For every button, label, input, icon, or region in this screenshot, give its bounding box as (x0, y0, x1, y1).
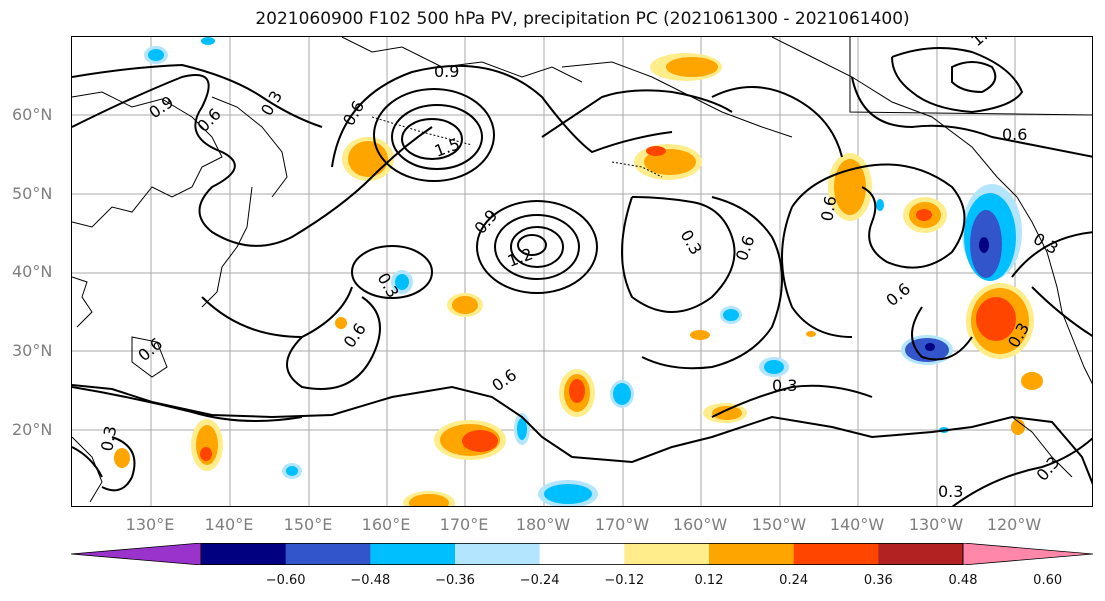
contour-label: 0.6 (817, 194, 840, 222)
colorbar-tick-label: 0.24 (779, 573, 809, 588)
colorbar-tick-label: −0.48 (350, 573, 391, 588)
contour-label: 1.5 (432, 134, 462, 161)
colorbar-tick-label: 0.60 (1033, 573, 1063, 588)
map-title: 2021060900 F102 500 hPa PV, precipitatio… (255, 9, 910, 29)
contour-label: 0.3 (772, 376, 797, 395)
contour-label: 0.3 (97, 424, 120, 452)
colorbar-segment (201, 543, 287, 565)
contour-label: 0.6 (1002, 125, 1027, 144)
colorbar (71, 543, 1093, 565)
contour-label: 1.2 (967, 37, 999, 50)
gridlines (72, 37, 1092, 506)
colorbar-tick-label: 0.12 (694, 573, 724, 588)
colorbar-segment (539, 543, 625, 565)
colorbar-tick-label: 0.48 (948, 573, 978, 588)
colorbar-outline (200, 543, 964, 565)
lat-label-20n: 20°N (12, 420, 53, 439)
contour-label: 0.3 (257, 87, 286, 119)
colorbar-segment (624, 543, 710, 565)
lon-label-170e: 170°E (439, 515, 489, 534)
colorbar-tick-label: −0.60 (265, 573, 306, 588)
lat-label-50n: 50°N (12, 184, 53, 203)
colorbar-extend-max (962, 543, 1093, 565)
colorbar-tick-label: −0.12 (604, 573, 645, 588)
colorbar-tick-label: −0.24 (519, 573, 560, 588)
colorbar-tick-label: 0.36 (863, 573, 893, 588)
contour-label: 0.3 (938, 482, 963, 501)
lat-label-40n: 40°N (12, 262, 53, 281)
contour-label: 0.3 (1033, 453, 1064, 485)
colorbar-segment (370, 543, 456, 565)
lon-label-140w: 140°W (829, 515, 885, 534)
lon-label-130e: 130°E (125, 515, 175, 534)
lon-label-160e: 160°E (361, 515, 411, 534)
colorbar-segment (878, 543, 964, 565)
contour-label: 0.6 (882, 279, 914, 310)
lon-label-140e: 140°E (204, 515, 254, 534)
lon-label-150e: 150°E (283, 515, 333, 534)
lon-label-120w: 120°W (986, 515, 1042, 534)
colorbar-segment (285, 543, 371, 565)
pv-contours (72, 47, 1092, 506)
colorbar-tick-label: −0.36 (435, 573, 475, 588)
contour-labels: 0.3 0.6 0.9 1.5 0.9 1.2 0.3 0.6 0.6 0.9 … (97, 37, 1063, 501)
map-panel: 0.3 0.6 0.9 1.5 0.9 1.2 0.3 0.6 0.6 0.9 … (71, 36, 1093, 507)
contour-label: 0.6 (488, 365, 520, 395)
precip-shading (114, 37, 1043, 506)
lat-label-30n: 30°N (12, 341, 53, 360)
colorbar-extend-min (71, 543, 202, 565)
lon-label-180w: 180°W (515, 515, 571, 534)
contour-label: 0.6 (732, 233, 759, 263)
colorbar-segment (455, 543, 541, 565)
lon-label-130w: 130°W (908, 515, 964, 534)
lon-label-170w: 170°W (594, 515, 650, 534)
contour-label: 0.9 (434, 62, 459, 81)
lon-label-150w: 150°W (751, 515, 807, 534)
lat-label-60n: 60°N (12, 105, 53, 124)
contour-label: 0.9 (471, 206, 502, 238)
contour-label: 0.9 (145, 92, 177, 122)
colorbar-segment (709, 543, 795, 565)
map-svg: 0.3 0.6 0.9 1.5 0.9 1.2 0.3 0.6 0.6 0.9 … (72, 37, 1092, 506)
contour-label: 0.6 (193, 104, 224, 135)
lon-label-160w: 160°W (672, 515, 728, 534)
colorbar-segment (793, 543, 879, 565)
